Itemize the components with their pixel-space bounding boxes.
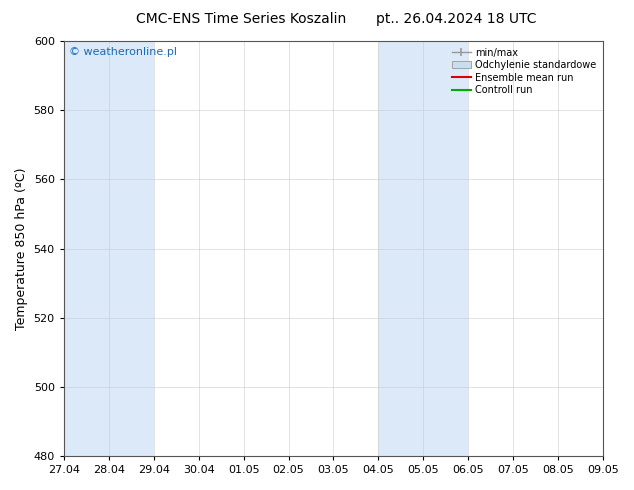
Text: pt.. 26.04.2024 18 UTC: pt.. 26.04.2024 18 UTC xyxy=(376,12,537,26)
Text: © weatheronline.pl: © weatheronline.pl xyxy=(69,47,178,57)
Bar xyxy=(64,41,153,456)
Legend: min/max, Odchylenie standardowe, Ensemble mean run, Controll run: min/max, Odchylenie standardowe, Ensembl… xyxy=(450,46,598,97)
Bar xyxy=(378,41,469,456)
Text: CMC-ENS Time Series Koszalin: CMC-ENS Time Series Koszalin xyxy=(136,12,346,26)
Y-axis label: Temperature 850 hPa (ºC): Temperature 850 hPa (ºC) xyxy=(15,167,28,330)
Bar xyxy=(603,41,634,456)
